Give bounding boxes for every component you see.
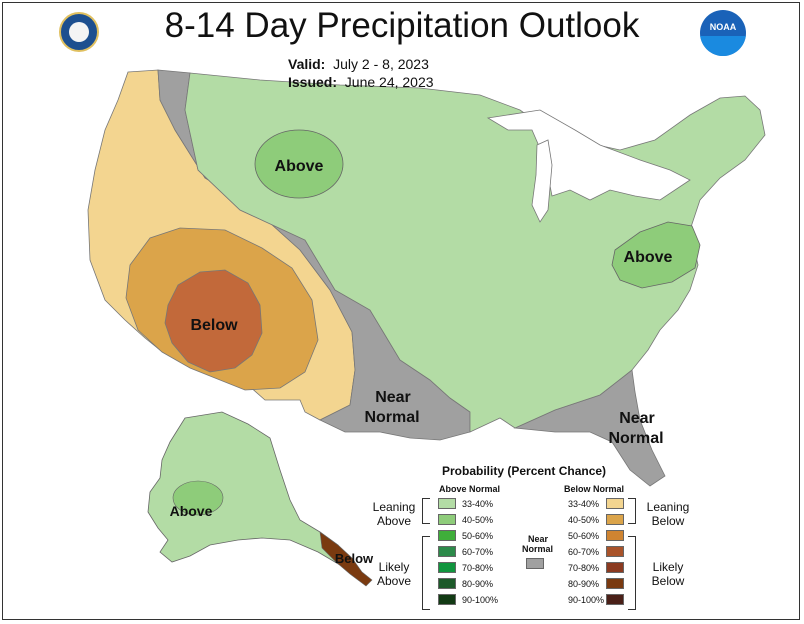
legend-near-header-2: Normal [522,544,554,554]
brace-leaning-below [628,498,636,524]
label-near-normal-tx-1: Near [375,389,411,406]
issued-value: June 24, 2023 [344,74,434,90]
label-near-normal-fl-1: Near [619,410,655,427]
legend: Probability (Percent Chance) Above Norma… [366,458,689,618]
issued-line: Issued: June 24, 2023 [288,74,434,90]
legend-likely-below: Likely Below [638,560,698,588]
legend-below-swatch [606,530,624,541]
legend-above-range-label: 70-80% [462,563,494,573]
legend-below-range-label: 80-90% [568,579,600,589]
leaning-above-line-1: Leaning [372,500,416,514]
legend-above-range-label: 80-90% [462,579,494,589]
lake-michigan [531,139,553,223]
leaning-below-line-2: Below [651,514,685,528]
valid-line: Valid: July 2 - 8, 2023 [288,56,429,72]
noaa-logo-icon: NOAA [700,10,746,56]
legend-below-swatch [606,546,624,557]
label-below-alaska: Below [335,551,374,566]
legend-below-swatch [606,578,624,589]
label-near-normal-fl-2: Normal [608,430,663,447]
legend-below-swatch [606,562,624,573]
legend-below-swatch [606,594,624,605]
legend-leaning-below: Leaning Below [638,500,698,528]
legend-above-swatch [438,530,456,541]
legend-above-range-label: 60-70% [462,547,494,557]
legend-above-swatch [438,546,456,557]
commerce-seal-icon [59,12,99,52]
legend-above-swatch [438,498,456,509]
legend-below-range-label: 60-70% [568,547,600,557]
alaska-panhandle [319,531,373,587]
page-title: 8-14 Day Precipitation Outlook [164,6,640,45]
legend-above-header: Above Normal [439,484,501,494]
legend-below-range-label: 70-80% [568,563,600,573]
label-above-north: Above [275,158,324,175]
valid-label: Valid: [288,56,326,72]
legend-below-range-label: 40-50% [568,515,600,525]
legend-above-range-label: 90-100% [462,595,499,605]
leaning-above-line-2: Above [376,514,412,528]
likely-above-line-2: Above [376,574,412,588]
label-above-alaska: Above [170,503,213,519]
alaska [147,411,351,566]
legend-above-swatch [438,578,456,589]
alaska-above-region [172,480,224,516]
leaning-below-line-1: Leaning [646,500,690,514]
legend-near-swatch [526,558,544,569]
issued-label: Issued: [288,74,338,90]
likely-above-line-1: Likely [378,560,410,574]
region-below-50 [164,269,263,373]
likely-below-line-1: Likely [652,560,684,574]
legend-above-swatch [438,562,456,573]
legend-above-range-label: 50-60% [462,531,494,541]
legend-above-swatch [438,594,456,605]
region-above-east [611,221,701,289]
legend-above-range-label: 33-40% [462,499,494,509]
likely-below-line-2: Below [651,574,685,588]
legend-above-swatch [438,514,456,525]
legend-below-range-label: 33-40% [568,499,600,509]
valid-value: July 2 - 8, 2023 [333,56,429,72]
legend-below-swatch [606,498,624,509]
legend-below-swatch [606,514,624,525]
legend-below-range-label: 50-60% [568,531,600,541]
label-below-southwest: Below [190,317,238,334]
label-near-normal-tx-2: Normal [364,409,419,426]
brace-leaning-above [422,498,430,524]
brace-likely-below [628,536,636,610]
legend-title: Probability (Percent Chance) [442,464,607,478]
legend-below-range-label: 90-100% [568,595,605,605]
noaa-logo-text: NOAA [709,22,737,32]
legend-above-range-label: 40-50% [462,515,494,525]
legend-likely-above: Likely Above [366,560,422,588]
legend-near-header-1: Near [528,534,549,544]
label-above-east: Above [624,249,673,266]
legend-leaning-above: Leaning Above [366,500,422,528]
brace-likely-above [422,536,430,610]
legend-below-header: Below Normal [564,484,625,494]
region-above-north [254,129,344,199]
